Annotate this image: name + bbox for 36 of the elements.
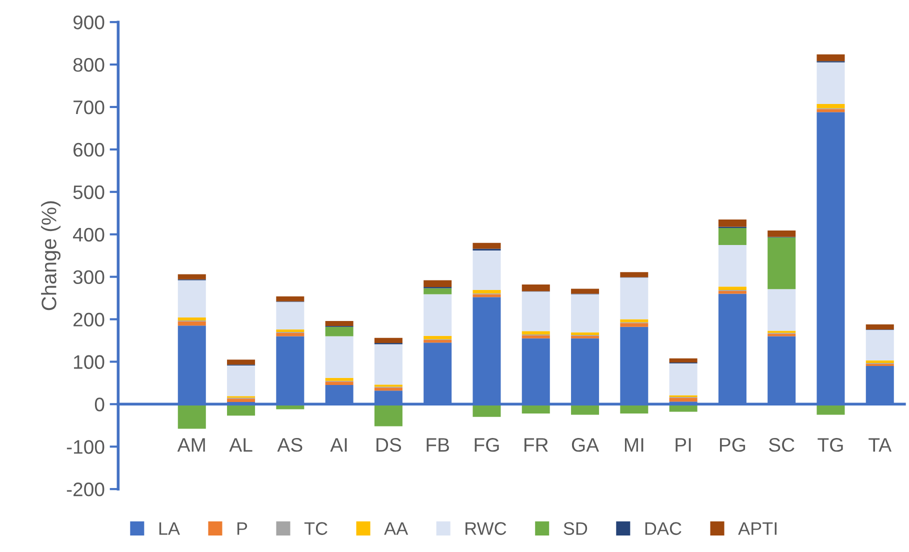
y-tick-label: -100 [66,440,104,454]
x-tick-label: PI [676,438,691,452]
y-tick-label: 400 [72,228,104,242]
y-tick-label: 600 [74,142,104,157]
y-tick-label: 500 [73,185,104,200]
x-tick-label: MI [624,438,644,452]
x-tick-label: SC [768,438,794,452]
x-tick-label: TG [818,438,843,452]
x-tick-label: FB [426,438,449,452]
y-axis-title: Change (%) [41,201,61,310]
x-tick-label: DS [376,438,402,452]
y-tick-label: 100 [74,355,104,369]
y-tick-label: 200 [74,312,104,326]
x-tick-label: AI [330,438,347,452]
x-tick-label: AL [229,438,252,452]
y-tick-label: 0 [94,398,104,412]
y-tick-label: 900 [73,16,104,30]
legend-label: APTI [738,522,776,535]
y-tick-label: -200 [66,482,104,496]
legend-label: P [237,522,248,535]
legend-label: DAC [645,522,682,535]
y-tick-label: 700 [74,100,104,114]
legend-label: LA [159,522,180,535]
x-tick-label: GA [572,438,600,452]
x-tick-label: AS [277,438,302,452]
y-tick-label: 300 [73,270,104,284]
legend-label: AA [384,522,408,535]
legend-label: TC [304,522,328,535]
x-tick-label: PG [720,438,746,452]
x-tick-label: AM [177,438,205,452]
y-tick-label: 800 [73,58,104,72]
legend-label: SD [564,522,588,535]
legend-label: RWC [466,522,506,535]
x-tick-label: FG [474,438,499,452]
x-tick-label: TA [868,438,892,452]
x-tick-label: FR [524,438,548,452]
